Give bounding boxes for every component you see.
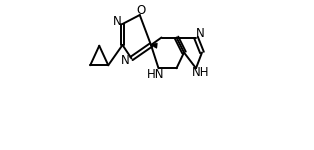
Text: N: N: [113, 15, 122, 28]
Text: N: N: [121, 54, 130, 67]
Text: O: O: [136, 4, 146, 17]
Text: NH: NH: [192, 66, 209, 79]
Text: N: N: [196, 27, 205, 40]
Text: HN: HN: [146, 68, 164, 81]
